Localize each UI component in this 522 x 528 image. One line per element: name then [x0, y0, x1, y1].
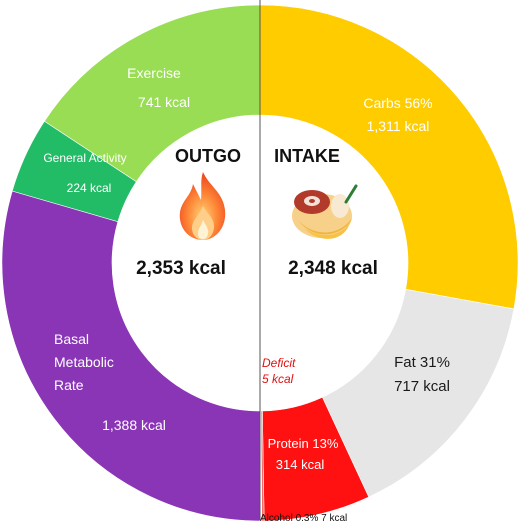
protein-label: Protein 13% [268, 436, 339, 451]
general-activity-value: 224 kcal [67, 181, 112, 195]
bmr-label-line-1: Basal [54, 331, 89, 347]
outgo-title: OUTGO [175, 146, 241, 166]
bmr-label-line-3: Rate [54, 377, 84, 393]
deficit-value: 5 kcal [262, 372, 294, 386]
exercise-value: 741 kcal [138, 94, 190, 110]
exercise-label: Exercise [127, 65, 181, 81]
general-activity-label: General Activity [43, 151, 126, 165]
fat-value: 717 kcal [394, 378, 450, 395]
outgo-total: 2,353 kcal [136, 258, 226, 279]
protein-value: 314 kcal [276, 457, 325, 472]
bmr-label-line-2: Metabolic [54, 354, 114, 370]
deficit-label: Deficit [262, 356, 296, 370]
carbs-value: 1,311 kcal [367, 118, 430, 134]
bmr-value: 1,388 kcal [102, 417, 166, 433]
food-plate-icon [292, 184, 358, 239]
ring-group [1, 4, 519, 522]
carbs-label: Carbs 56% [363, 95, 432, 111]
fat-label: Fat 31% [394, 354, 450, 371]
alcohol-label: Alcohol 0.3% 7 kcal [260, 513, 347, 524]
intake-total: 2,348 kcal [288, 258, 378, 279]
flame-icon [179, 172, 226, 240]
intake-segment-carbs-56 [259, 4, 519, 310]
intake-title: INTAKE [274, 146, 340, 166]
